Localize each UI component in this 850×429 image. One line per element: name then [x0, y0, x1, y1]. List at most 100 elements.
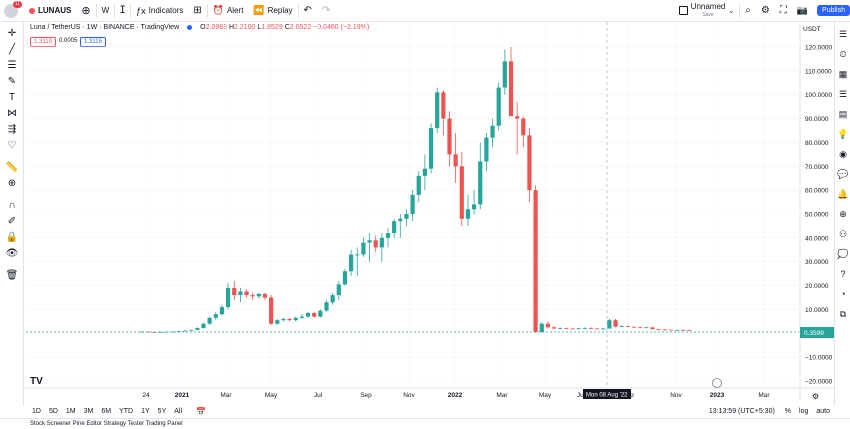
auto-toggle[interactable]: auto [816, 407, 830, 415]
layers-icon[interactable]: ⧉ [839, 308, 847, 319]
candle-body [392, 221, 397, 234]
range-button-all[interactable]: All [174, 407, 183, 415]
text-icon[interactable]: T [8, 91, 16, 103]
percent-toggle[interactable]: % [784, 407, 792, 415]
publish-button[interactable]: Publish [817, 5, 850, 16]
symbol-search-button[interactable]: LUNAUS [24, 0, 76, 22]
notifications-icon[interactable]: 🔔 [837, 188, 849, 199]
alert-button[interactable]: ⏰ Alert [208, 0, 249, 22]
price-tick-label: −10.0000 [805, 355, 833, 362]
snapshot-button[interactable]: 📷 [792, 0, 813, 22]
gear-icon: ⚙ [760, 5, 770, 16]
templates-button[interactable]: ⊞ [188, 0, 206, 22]
pattern-icon[interactable]: ⋈ [7, 107, 17, 119]
redo-button[interactable]: ↷ [317, 0, 335, 22]
candle-body [170, 331, 175, 333]
rewind-icon: ⏪ [253, 5, 265, 15]
help-icon[interactable]: ? [840, 269, 846, 279]
divider [739, 3, 741, 18]
compare-button[interactable]: ⊕ [76, 0, 95, 22]
ruler-icon[interactable]: 📏 [5, 161, 19, 173]
trash-icon[interactable]: 🗑 [5, 269, 19, 281]
range-button-3m[interactable]: 3M [83, 407, 94, 415]
interval-button[interactable]: W [97, 0, 115, 22]
heart-icon[interactable]: ♡ [7, 139, 17, 151]
spread-value: 0.0005 [59, 38, 78, 44]
replay-label: Replay [267, 6, 293, 15]
chart-type-button[interactable]: ⵊ [115, 0, 130, 22]
trend-line-icon[interactable]: ╱ [8, 43, 16, 55]
range-button-1y[interactable]: 1Y [141, 407, 150, 415]
layout-button[interactable]: Unnamed Save ⌄ [674, 0, 740, 22]
data-window-icon[interactable]: ▦ [838, 68, 848, 79]
candle-body [619, 326, 624, 327]
candle-body [195, 328, 200, 330]
calendar-range-icon[interactable]: 📅 [196, 406, 206, 416]
range-button-1d[interactable]: 1D [32, 407, 41, 415]
candle-body [625, 326, 630, 327]
range-button-5d[interactable]: 5D [48, 407, 58, 415]
time-tick-label: May [265, 392, 278, 399]
time-tick-label: Jul [577, 392, 586, 399]
chat-icon[interactable]: 💬 [837, 168, 849, 179]
log-toggle[interactable]: log [799, 407, 809, 415]
candle-body [262, 293, 268, 298]
candle-body [269, 297, 274, 324]
time-tick-label: 24 [142, 392, 150, 399]
range-button-6m[interactable]: 6M [101, 407, 112, 415]
calendar-icon[interactable]: ▤ [838, 108, 848, 119]
undo-button[interactable]: ↶ [299, 0, 317, 22]
ideas-icon[interactable]: 💡 [837, 128, 849, 139]
range-button-5y[interactable]: 5Y [157, 407, 167, 415]
alerts-clock-icon[interactable]: ⏲ [839, 48, 847, 59]
time-tick-label: Sep [360, 392, 372, 399]
candle-body [305, 313, 311, 317]
hotlist-icon[interactable]: ☰ [838, 88, 848, 99]
dom-icon[interactable]: ⚇ [838, 228, 848, 239]
lock-drawings-icon[interactable]: ✐ [7, 215, 17, 227]
candle-body [299, 316, 304, 318]
widget-bar: ☰ ⏲ ▦ ☰ ▤ 💡 ◉ 💬 🔔 ⊕ ⚇ 💭 ? ◔ ⧉ [834, 22, 850, 406]
time-tick-label: Mar [496, 392, 508, 399]
quick-search-button[interactable]: ⌕ [740, 0, 756, 22]
brush-icon[interactable]: ✎ [7, 75, 17, 87]
streams-icon[interactable]: ◉ [839, 148, 847, 159]
crosshair-icon[interactable]: ✛ [7, 27, 17, 39]
candle-body [201, 323, 206, 329]
indicators-label: Indicators [148, 6, 184, 15]
candle-body [508, 61, 514, 117]
settings-button[interactable]: ⚙ [756, 0, 775, 22]
eye-icon[interactable]: 👁 [5, 247, 19, 259]
price-axis: 120.0000 110.0000 100.0000 90.0000 80.0000 70… [805, 45, 833, 386]
candle-body [453, 154, 458, 167]
clock-label[interactable]: 13:13:59 (UTC+5:30) [708, 407, 775, 415]
candle-body [687, 330, 692, 331]
bottom-panel-tabs[interactable]: Stock Screener Pine Editor Strategy Test… [0, 418, 850, 428]
zoom-in-icon[interactable]: ⊕ [7, 177, 17, 189]
range-button-1m[interactable]: 1M [65, 407, 76, 415]
indicators-button[interactable]: ƒx Indicators [131, 0, 188, 22]
candle-body [447, 118, 452, 155]
buy-button[interactable]: 1.3115 [80, 37, 106, 47]
chat-bubble-icon[interactable]: 💭 [837, 248, 849, 259]
range-button-ytd[interactable]: YTD [119, 407, 134, 415]
layout-name: Unnamed Save [691, 2, 726, 19]
lock-icon[interactable]: 🔒 [5, 231, 19, 243]
forecast-icon[interactable]: ⇶ [7, 123, 17, 135]
fullscreen-button[interactable]: ⛶ [775, 0, 792, 22]
horizontal-lines-icon[interactable]: ☰ [7, 59, 17, 71]
candle-body [176, 331, 181, 332]
time-tick-label: Sep [622, 392, 634, 399]
replay-button[interactable]: ⏪ Replay [248, 0, 297, 22]
timer-icon[interactable]: ◔ [840, 289, 846, 299]
order-panel-icon[interactable]: ⊕ [839, 208, 847, 219]
candle-body [355, 254, 360, 256]
user-avatar[interactable]: 11 [4, 0, 22, 18]
sell-button[interactable]: 1.3110 [30, 37, 56, 47]
magnet-icon[interactable]: ∩ [8, 199, 16, 211]
candle-body [588, 328, 594, 329]
watchlist-icon[interactable]: ☰ [838, 28, 848, 39]
candles-icon: ⵊ [120, 5, 126, 16]
price-tick-label: 10.0000 [805, 307, 829, 314]
